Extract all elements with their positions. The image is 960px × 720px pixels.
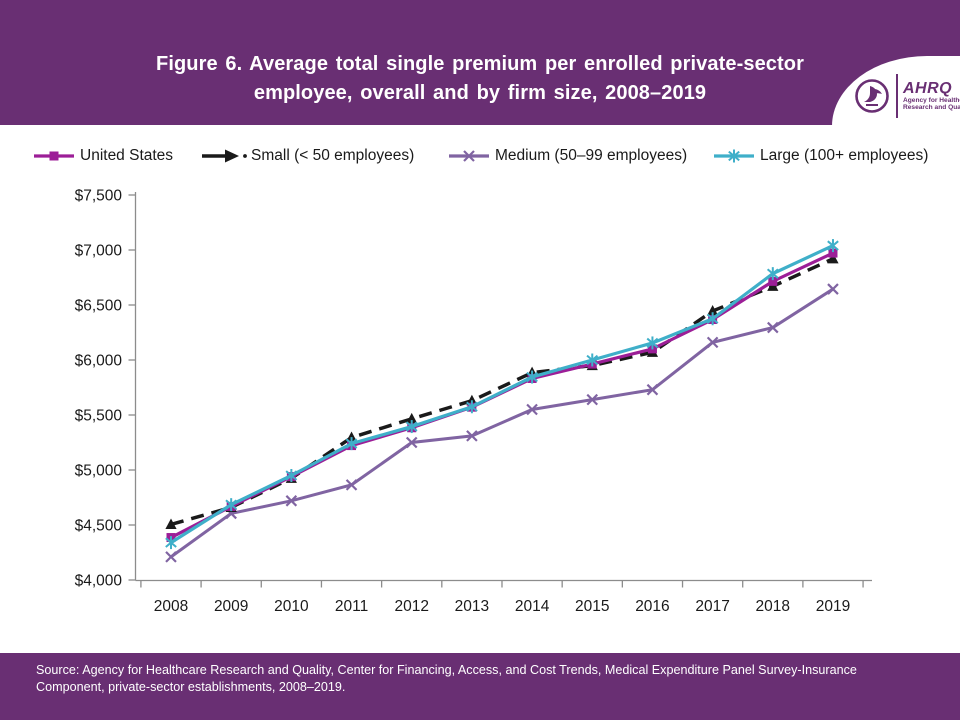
legend-item-medium-firms: Medium (50–99 employees) — [448, 143, 687, 169]
legend-glyph-united-states — [34, 151, 74, 161]
marker-asterisk — [526, 371, 538, 383]
x-tick-label: 2018 — [756, 598, 790, 615]
marker-x — [345, 479, 358, 491]
source-note-line2: Component, private-sector establishments… — [36, 679, 346, 694]
legend-arrowhead — [225, 149, 239, 163]
x-tick-label: 2019 — [816, 598, 850, 615]
y-tick-label: $5,500 — [75, 408, 123, 425]
marker-asterisk — [586, 354, 599, 366]
marker-square — [49, 151, 59, 161]
series-line-medium-50-99-employees — [170, 287, 834, 559]
y-tick-label: $5,000 — [75, 463, 123, 480]
marker-square — [828, 248, 838, 258]
marker-x — [526, 403, 538, 416]
x-tick-label: 2014 — [515, 598, 550, 615]
y-tick-label: $7,000 — [75, 243, 123, 260]
marker-asterisk — [345, 438, 358, 449]
marker-asterisk — [646, 337, 659, 349]
marker-triangle — [406, 412, 418, 424]
series-line-small-50-employees — [170, 257, 834, 527]
marker-asterisk — [165, 537, 177, 548]
legend-dash-dot — [243, 154, 247, 158]
footer-banner: Source: Agency for Healthcare Research a… — [0, 653, 960, 720]
x-tick-label: 2010 — [274, 598, 309, 615]
legend-label-medium-firms: Medium (50–99 employees) — [495, 147, 688, 164]
marker-triangle — [165, 518, 177, 530]
legend-item-small-firms: Small (< 50 employees) — [200, 143, 414, 169]
marker-triangle — [345, 431, 358, 443]
hhs-eagle-icon — [855, 79, 889, 113]
marker-asterisk — [405, 421, 418, 432]
figure-title-line1: Figure 6. Average total single premium p… — [156, 53, 804, 75]
series-line-united-states — [170, 251, 834, 539]
logo-divider — [896, 74, 898, 118]
marker-x — [466, 430, 478, 442]
marker-asterisk — [466, 401, 478, 412]
legend-label-small-firms: Small (< 50 employees) — [251, 147, 415, 164]
x-tick-label: 2017 — [695, 598, 729, 615]
figure-title: Figure 6. Average total single premium p… — [0, 50, 960, 108]
x-tick-label: 2011 — [335, 598, 368, 615]
figure-title-line2: employee, overall and by firm size, 2008… — [253, 82, 707, 104]
x-tick-label: 2009 — [214, 598, 248, 615]
chart-legend: United States Small (< 50 employees) Med… — [0, 143, 960, 169]
x-tick-label: 2012 — [394, 598, 428, 615]
marker-x — [586, 393, 599, 406]
marker-asterisk — [706, 313, 719, 324]
marker-x — [463, 150, 475, 162]
marker-asterisk — [285, 470, 298, 481]
marker-square — [768, 276, 778, 286]
legend-label-large-firms: Large (100+ employees) — [760, 147, 929, 164]
ahrq-logo: AHRQ Agency for Healthcare Research and … — [854, 74, 960, 118]
x-tick-label: 2008 — [154, 598, 188, 615]
legend-glyph-large-firms — [714, 149, 754, 163]
header-banner — [0, 0, 960, 125]
marker-x — [646, 383, 659, 396]
marker-asterisk — [728, 150, 740, 162]
y-tick-label: $4,500 — [75, 518, 123, 535]
marker-x — [405, 436, 418, 449]
marker-triangle — [466, 394, 478, 406]
ahrq-name-line1: Agency for Healthcare — [903, 96, 960, 104]
marker-x — [706, 336, 719, 349]
ahrq-wordmark: AHRQ Agency for Healthcare Research and … — [903, 79, 960, 112]
ahrq-acronym: AHRQ — [903, 79, 953, 97]
y-tick-label: $4,000 — [75, 573, 123, 590]
marker-triangle — [827, 252, 839, 264]
legend-glyph-small-firms — [202, 149, 247, 163]
legend-glyph-medium-firms — [449, 150, 489, 162]
x-tick-label: 2016 — [635, 598, 669, 615]
x-tick-label: 2013 — [455, 598, 489, 615]
legend-item-united-states: United States — [33, 143, 173, 169]
marker-asterisk — [766, 268, 779, 279]
source-note: Source: Agency for Healthcare Research a… — [0, 653, 960, 695]
y-tick-label: $6,500 — [75, 298, 123, 315]
marker-asterisk — [225, 499, 238, 510]
marker-asterisk — [827, 240, 839, 251]
source-note-line1: Source: Agency for Healthcare Research a… — [36, 663, 857, 677]
marker-triangle — [707, 305, 719, 316]
legend-label-united-states: United States — [80, 147, 174, 164]
y-tick-label: $6,000 — [75, 353, 123, 370]
marker-x — [165, 551, 177, 563]
x-tick-label: 2015 — [575, 598, 609, 615]
ahrq-name-line2: Research and Quality — [903, 104, 960, 111]
marker-x — [285, 495, 298, 507]
series-line-large-100-employees — [170, 244, 834, 544]
marker-x — [827, 283, 839, 295]
legend-item-large-firms: Large (100+ employees) — [713, 143, 928, 169]
marker-x — [767, 321, 779, 334]
y-tick-label: $7,500 — [75, 188, 123, 205]
